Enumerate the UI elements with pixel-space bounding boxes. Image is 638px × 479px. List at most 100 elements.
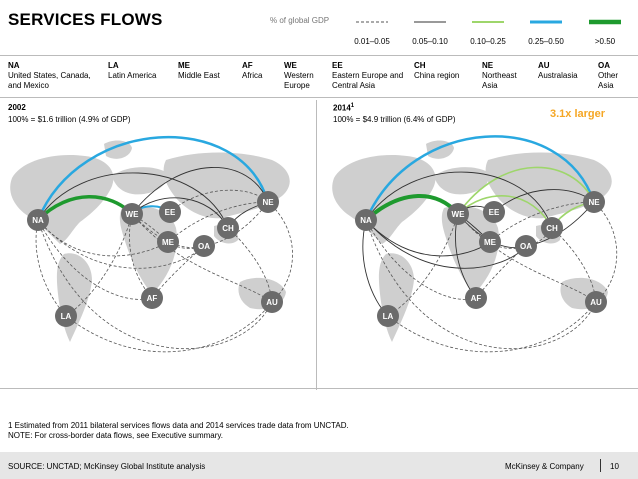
node-ne-2002: NE	[257, 191, 279, 213]
footer-separator	[600, 459, 601, 472]
flow-na-ch	[37, 172, 229, 229]
footnote: 1 Estimated from 2011 bilateral services…	[8, 421, 349, 441]
flow-na-oa	[37, 219, 205, 269]
flow-na-ch	[365, 171, 553, 229]
source-bar	[0, 452, 638, 479]
svg-text:LA: LA	[61, 312, 72, 321]
page-number: 10	[610, 462, 619, 471]
node-na-2002: NA	[27, 209, 49, 231]
land-south-america	[378, 253, 414, 342]
legend-lines	[356, 19, 621, 25]
svg-text:OA: OA	[520, 242, 532, 251]
panel-2014-subtitle: 100% = $4.9 trillion (6.4% of GDP)	[333, 115, 456, 124]
flow-ne-au	[593, 201, 618, 303]
svg-text:LA: LA	[383, 312, 394, 321]
node-la-2002: LA	[55, 305, 77, 327]
svg-text:EE: EE	[489, 208, 500, 217]
svg-text:NE: NE	[262, 198, 274, 207]
footnote-line-2: NOTE: For cross-border data flows, see E…	[8, 431, 224, 440]
node-la-2014: LA	[377, 305, 399, 327]
svg-text:EE: EE	[165, 208, 176, 217]
flow-na-ne	[364, 135, 596, 221]
region-af: AF Africa	[242, 61, 263, 80]
footnote-marker: 1	[350, 103, 355, 109]
flow-we-ch	[131, 197, 229, 229]
svg-text:AU: AU	[590, 298, 602, 307]
flow-na-la	[35, 219, 67, 317]
land-north-america	[10, 154, 114, 244]
node-af-2014: AF	[465, 287, 487, 309]
flow-we-ch	[457, 195, 553, 229]
svg-text:NA: NA	[360, 216, 372, 225]
region-ne: NE Northeast Asia	[482, 61, 517, 90]
region-la: LA Latin America	[108, 61, 157, 80]
svg-text:ME: ME	[162, 238, 175, 247]
flow-me-ne	[489, 201, 595, 243]
flow-ne-au	[267, 201, 293, 303]
land-greenland	[104, 140, 132, 159]
svg-text:CH: CH	[546, 224, 558, 233]
node-au-2002: AU	[261, 291, 283, 313]
flow-me-oa	[167, 241, 205, 250]
node-ch-2002: CH	[217, 217, 239, 239]
source-text: SOURCE: UNCTAD; McKinsey Global Institut…	[8, 462, 206, 471]
flow-we-la	[65, 213, 133, 317]
legend-caption: % of global GDP	[270, 16, 330, 25]
nodes-2014: NA WE EE NE CH ME OA AF AU LA	[355, 191, 607, 327]
legend-label-2: 0.05–0.10	[412, 37, 448, 46]
node-me-2014: ME	[479, 231, 501, 253]
header-divider	[0, 55, 638, 56]
company-name: McKinsey & Company	[505, 462, 584, 471]
svg-text:WE: WE	[452, 210, 466, 219]
panel-divider	[316, 100, 317, 390]
node-ch-2014: CH	[541, 217, 563, 239]
flow-na-oa	[365, 219, 527, 269]
node-ee-2014: EE	[483, 201, 505, 223]
map-2014: NA WE EE NE CH ME OA AF AU LA	[332, 135, 618, 353]
legend-label-5: >0.50	[594, 37, 616, 46]
region-oa: OA Other Asia	[598, 61, 619, 90]
svg-text:NE: NE	[588, 198, 600, 207]
node-au-2014: AU	[585, 291, 607, 313]
page-title: SERVICES FLOWS	[8, 10, 163, 29]
land-europe	[434, 167, 489, 195]
node-oa-2002: OA	[193, 235, 215, 257]
svg-text:WE: WE	[126, 210, 140, 219]
node-na-2014: NA	[355, 209, 377, 231]
flow-we-ne	[457, 166, 595, 215]
flow-na-au	[37, 219, 273, 349]
panels-bottom-divider	[0, 388, 638, 389]
svg-text:NA: NA	[32, 216, 44, 225]
legend-label-4: 0.25–0.50	[528, 37, 564, 46]
world-map-2002	[10, 140, 290, 342]
node-we-2014: WE	[447, 203, 469, 225]
svg-text:AF: AF	[147, 294, 158, 303]
land-asia	[485, 152, 612, 219]
node-ne-2014: NE	[583, 191, 605, 213]
panel-2014-year: 20141	[333, 103, 355, 113]
node-we-2002: WE	[121, 203, 143, 225]
svg-text:ME: ME	[484, 238, 497, 247]
svg-text:AF: AF	[471, 294, 482, 303]
flow-na-au	[365, 219, 597, 349]
legend-label-1: 0.01–0.05	[354, 37, 390, 46]
flow-me-oa	[489, 241, 527, 250]
flow-na-ne	[36, 135, 270, 221]
flow-we-ne	[131, 167, 269, 215]
panel-2002-subtitle: 100% = $1.6 trillion (4.9% of GDP)	[8, 115, 131, 124]
growth-callout: 3.1x larger	[550, 108, 606, 120]
region-me: ME Middle East	[178, 61, 220, 80]
node-oa-2014: OA	[515, 235, 537, 257]
svg-text:CH: CH	[222, 224, 234, 233]
footnote-line-1: 1 Estimated from 2011 bilateral services…	[8, 421, 349, 430]
node-me-2002: ME	[157, 231, 179, 253]
region-au: AU Australasia	[538, 61, 578, 80]
panel-2002-year: 2002	[8, 103, 26, 112]
land-africa	[119, 205, 177, 294]
legend-label-3: 0.10–0.25	[470, 37, 506, 46]
flow-we-au	[457, 213, 597, 303]
region-ee: EE Eastern Europe and Central Asia	[332, 61, 404, 90]
flow-we-au	[131, 213, 273, 303]
svg-text:OA: OA	[198, 242, 210, 251]
map-2002: NA WE EE NE CH ME OA AF AU LA	[10, 135, 293, 353]
